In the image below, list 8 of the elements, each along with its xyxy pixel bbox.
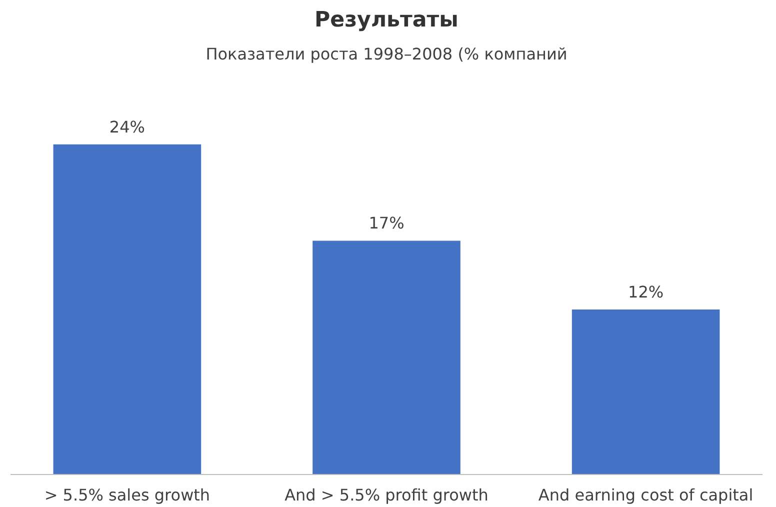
x-tick-label: And > 5.5% profit growth xyxy=(284,486,488,504)
data-label: 24% xyxy=(109,117,145,136)
x-tick-label: And earning cost of capital xyxy=(538,486,754,504)
data-label: 17% xyxy=(368,214,404,233)
chart-title: Результаты xyxy=(314,8,458,32)
data-label: 12% xyxy=(628,282,664,302)
chart-subtitle: Показатели роста 1998–2008 (% компаний xyxy=(206,44,568,64)
x-tick-label: > 5.5% sales growth xyxy=(44,486,210,504)
